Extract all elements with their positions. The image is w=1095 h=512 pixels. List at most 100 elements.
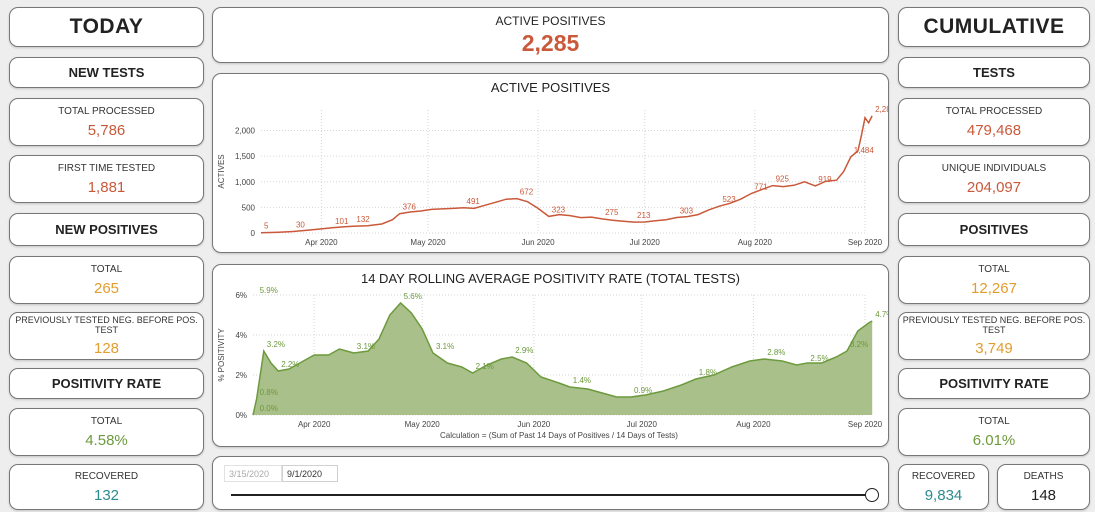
data-label: 0.9% [634,386,652,395]
data-label: 2.8% [767,348,785,357]
metric-value: 3,749 [975,340,1013,357]
positivity-chart-card: 14 DAY ROLLING AVERAGE POSITIVITY RATE (… [212,264,889,447]
positivity-rate-header: POSITIVITY RATE [9,368,204,399]
metric-label: RECOVERED [74,470,139,482]
metric-label: TOTAL [978,415,1010,427]
cum-rate-total-card: TOTAL 6.01% [898,408,1090,456]
slider-handle[interactable] [865,488,879,502]
metric-label: PREVIOUSLY TESTED NEG. BEFORE POS. TEST [902,315,1086,335]
new-positives-title: NEW POSITIVES [55,222,158,237]
positivity-area [253,303,873,415]
data-label: 2.1% [476,362,494,371]
positives-title: POSITIVES [959,222,1029,237]
data-label: 213 [637,211,651,220]
metric-value: 204,097 [966,178,1022,196]
x-tick-label: Apr 2020 [305,238,338,247]
y-axis-label: ACTIVES [217,154,226,188]
today-title: TODAY [69,15,144,38]
metric-value: 132 [93,486,120,504]
data-label: 376 [403,203,417,212]
data-label: 5.6% [404,292,422,301]
x-axis-label: Calculation = (Sum of Past 14 Days of Po… [440,431,678,440]
data-label: 3.1% [357,342,375,351]
metric-label: DEATHS [1023,470,1064,482]
today-first-time-tested-card: FIRST TIME TESTED 1,881 [9,155,204,203]
cum-unique-individuals-card: UNIQUE INDIVIDUALS 204,097 [898,155,1090,203]
y-tick-label: 0% [235,411,247,420]
start-date-input[interactable]: 3/15/2020 [224,465,282,482]
data-label: 3.1% [436,342,454,351]
new-positives-header: NEW POSITIVES [9,213,204,246]
y-tick-label: 0 [251,229,256,238]
data-label: 5.9% [260,286,278,295]
end-date-input[interactable]: 9/1/2020 [282,465,338,482]
new-tests-title: NEW TESTS [68,65,145,80]
data-label: 275 [605,208,619,217]
active-positives-line [260,115,873,234]
metric-label: TOTAL [978,263,1010,275]
metric-value: 5,786 [87,121,126,139]
slider-track[interactable] [231,494,874,496]
today-rate-total-card: TOTAL 4.58% [9,408,204,456]
metric-label: TOTAL PROCESSED [945,105,1043,117]
cum-positivity-rate-header: POSITIVITY RATE [898,368,1090,399]
data-label: 491 [467,197,481,206]
data-label: 3.2% [850,340,868,349]
x-tick-label: May 2020 [410,238,446,247]
metric-label: UNIQUE INDIVIDUALS [941,162,1047,174]
x-tick-label: Aug 2020 [736,420,771,429]
y-axis-label: % POSITIVITY [217,328,226,382]
today-recovered-card: RECOVERED 132 [9,464,204,510]
data-label: 2.2% [281,360,299,369]
positives-header: POSITIVES [898,213,1090,246]
data-label: 672 [520,188,534,197]
y-tick-label: 6% [235,291,247,300]
tests-header: TESTS [898,57,1090,88]
metric-label: RECOVERED [911,470,976,482]
headline-label: ACTIVE POSITIVES [495,13,606,28]
active-positives-headline: ACTIVE POSITIVES 2,285 [212,7,889,63]
positivity-rate-title: POSITIVITY RATE [939,376,1049,391]
x-tick-label: Sep 2020 [848,238,883,247]
data-label: 1.8% [699,368,717,377]
metric-label: PREVIOUSLY TESTED NEG. BEFORE POS. TEST [15,315,198,335]
positivity-rate-chart: 0% 2% 4% 6% Apr 2020 May 2020 Jun 2020 Jul 2020… [217,286,888,440]
metric-label: TOTAL [90,415,123,427]
today-positives-total-card: TOTAL 265 [9,256,204,304]
today-header: TODAY [9,7,204,47]
data-label: 132 [356,215,370,224]
positivity-line [252,301,873,416]
metric-label: TOTAL PROCESSED [58,105,155,117]
metric-value: 265 [93,279,120,297]
data-label: 323 [552,205,566,214]
active-positives-chart-card: ACTIVE POSITIVES 0 500 1,000 1,500 2,000 Apr … [212,73,889,253]
metric-value: 6.01% [972,431,1016,449]
y-tick-label: 2,000 [235,127,256,136]
metric-value: 148 [1030,486,1057,504]
data-label: 4.7% [875,310,888,319]
data-label: 30 [296,220,305,229]
data-label: 925 [776,175,790,184]
data-label: 0.0% [260,404,278,413]
data-label: 2,285 [875,105,888,114]
data-label: 919 [818,175,832,184]
metric-label: FIRST TIME TESTED [57,162,156,174]
x-tick-label: Jun 2020 [522,238,555,247]
metric-value: 1,881 [87,178,126,196]
x-tick-label: Jul 2020 [627,420,658,429]
positivity-rate-title: POSITIVITY RATE [51,376,162,391]
data-label: 2.9% [515,346,533,355]
chart-title: 14 DAY ROLLING AVERAGE POSITIVITY RATE (… [360,271,741,286]
cumulative-header: CUMULATIVE [898,7,1090,47]
tests-title: TESTS [973,65,1015,80]
data-label: 101 [335,217,349,226]
y-tick-label: 2% [235,371,247,380]
active-positives-chart: 0 500 1,000 1,500 2,000 Apr 2020 May 2020 Jun 2… [217,105,888,247]
data-label: 303 [680,206,694,215]
y-tick-label: 4% [235,331,247,340]
cum-recovered-card: RECOVERED 9,834 [898,464,989,510]
x-tick-label: Jun 2020 [517,420,550,429]
data-label: 1.4% [573,376,591,385]
metric-value: 12,267 [971,279,1017,297]
metric-value: 4.58% [85,431,128,449]
